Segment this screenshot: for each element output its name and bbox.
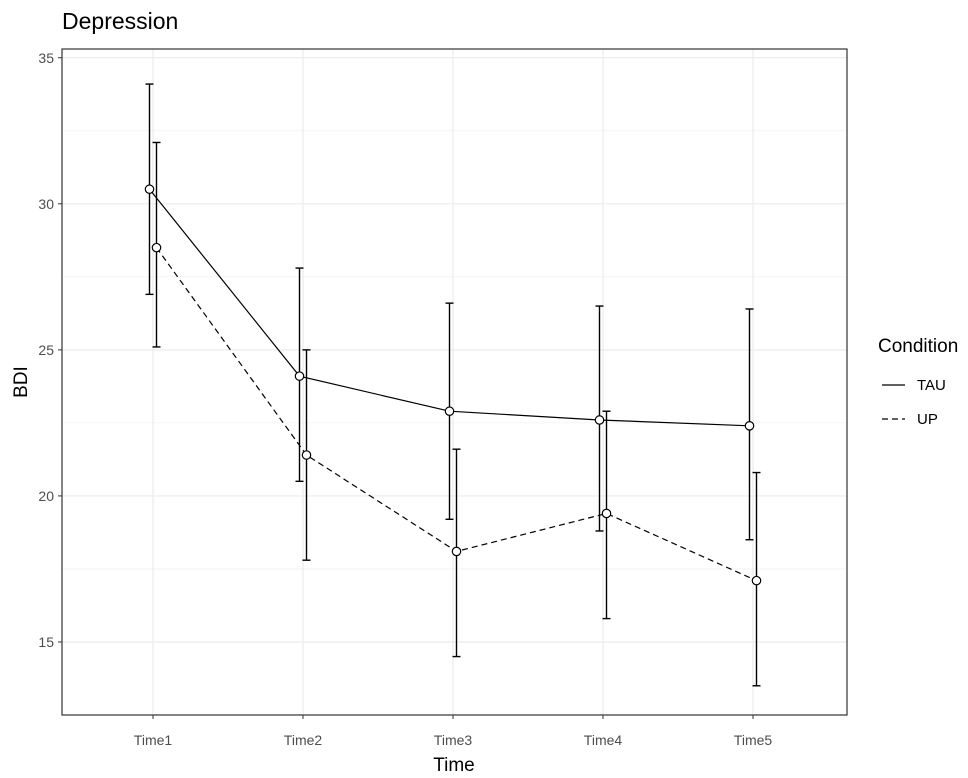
axis-layer: 15 20 25 30 35 Time1 Time2 Time3 Time4 Time5: [38, 50, 772, 748]
data-point: [294, 371, 305, 381]
legend-label-up: UP: [917, 411, 938, 428]
data-point: [601, 508, 612, 519]
x-tick-label: Time3: [434, 732, 473, 748]
series-layer: [144, 83, 762, 687]
y-tick-label: 35: [38, 50, 54, 66]
x-tick-label: Time2: [284, 732, 323, 748]
plot-border: [61, 48, 848, 716]
data-point: [301, 450, 312, 460]
data-point: [451, 546, 462, 557]
y-axis-title: BDI: [11, 366, 32, 398]
legend-label-tau: TAU: [917, 377, 946, 394]
series-tau: [144, 83, 755, 541]
data-point: [751, 575, 762, 586]
series-up: [151, 141, 762, 687]
plot-panel: [62, 49, 847, 715]
data-point: [444, 406, 455, 417]
data-point: [744, 421, 755, 431]
data-point: [151, 242, 162, 253]
y-tick-label: 15: [38, 634, 54, 650]
y-tick-label: 25: [38, 342, 54, 358]
x-tick-label: Time5: [734, 732, 773, 748]
y-tick-label: 30: [38, 196, 54, 212]
data-point: [144, 184, 155, 195]
x-tick-label: Time4: [584, 732, 623, 748]
x-tick-label: Time1: [134, 732, 173, 748]
x-axis-title: Time: [433, 755, 475, 776]
grid-lines: [62, 49, 847, 715]
legend-title: Condition: [878, 336, 958, 357]
chart-title: Depression: [62, 8, 178, 34]
data-point: [594, 415, 605, 425]
y-tick-label: 20: [38, 488, 54, 504]
legend: Condition TAU UP: [878, 336, 958, 428]
